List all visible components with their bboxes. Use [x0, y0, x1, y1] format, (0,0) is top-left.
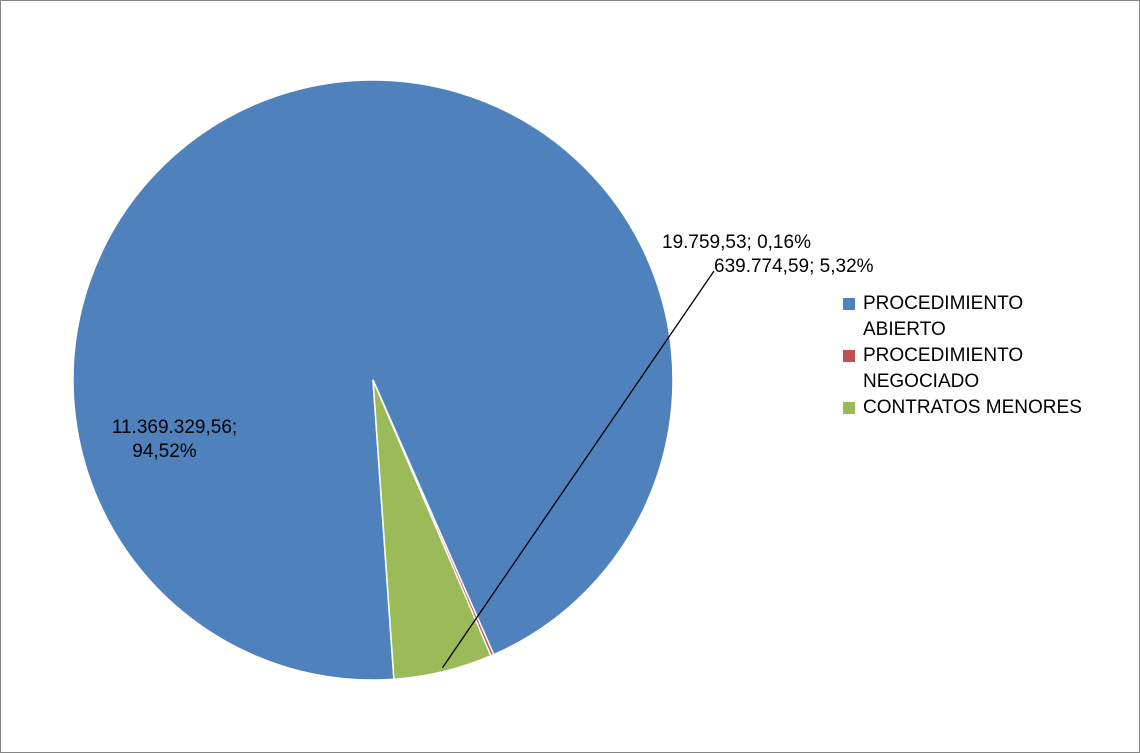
- data-label-abierto: 11.369.329,56; 94,52%: [77, 416, 272, 464]
- data-label-abierto-value: 11.369.329,56;: [77, 416, 272, 440]
- legend-swatch-contratos-menores: [843, 402, 855, 414]
- legend-label-contratos-menores: CONTRATOS MENORES: [863, 395, 1103, 421]
- legend: PROCEDIMIENTO ABIERTO PROCEDIMIENTO NEGO…: [843, 291, 1133, 421]
- legend-item-abierto: PROCEDIMIENTO ABIERTO: [843, 291, 1103, 343]
- legend-item-negociado: PROCEDIMIENTO NEGOCIADO: [843, 343, 1103, 395]
- data-label-contratos-menores: 639.774,59; 5,32%: [714, 255, 874, 279]
- data-label-abierto-percent: 94,52%: [57, 440, 272, 464]
- legend-label-abierto: PROCEDIMIENTO ABIERTO: [863, 291, 1103, 343]
- legend-swatch-abierto: [843, 298, 855, 310]
- legend-item-contratos-menores: CONTRATOS MENORES: [843, 395, 1103, 421]
- legend-swatch-negociado: [843, 350, 855, 362]
- data-label-negociado: 19.759,53; 0,16%: [662, 231, 811, 255]
- legend-label-negociado: PROCEDIMIENTO NEGOCIADO: [863, 343, 1103, 395]
